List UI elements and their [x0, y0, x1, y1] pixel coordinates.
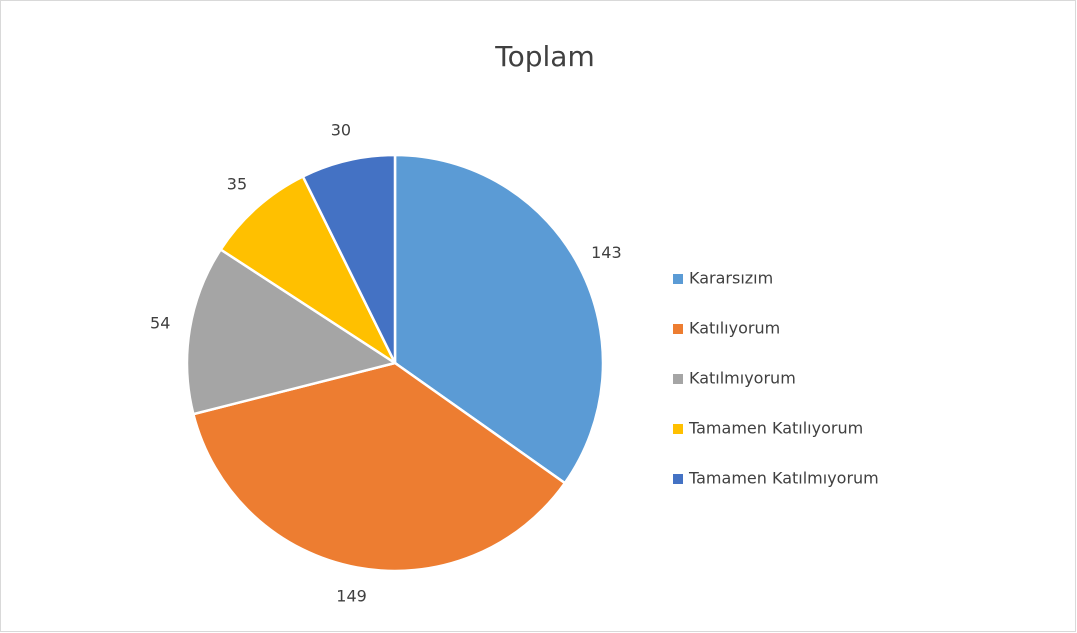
legend-swatch [673, 474, 683, 484]
pie-slice [393, 153, 605, 485]
pie-slice [218, 174, 399, 367]
legend-swatch [673, 424, 683, 434]
legend-label: Tamamen Katılıyorum [688, 419, 863, 438]
data-label: 54 [150, 314, 170, 333]
legend-swatch [673, 324, 683, 334]
chart-title: Toplam [494, 40, 594, 73]
data-label: 149 [336, 587, 367, 606]
data-label: 143 [591, 243, 622, 262]
pie-slice [191, 361, 567, 573]
data-label: 35 [227, 175, 247, 194]
pie-slice [301, 153, 397, 364]
legend-swatch [673, 374, 683, 384]
legend-label: Kararsızım [689, 269, 773, 288]
legend-label: Tamamen Katılmıyorum [688, 469, 879, 488]
legend-swatch [673, 274, 683, 284]
data-label: 30 [331, 121, 351, 140]
legend-label: Katılmıyorum [689, 369, 796, 388]
pie-slice [185, 247, 399, 416]
legend-label: Katılıyorum [689, 319, 780, 338]
